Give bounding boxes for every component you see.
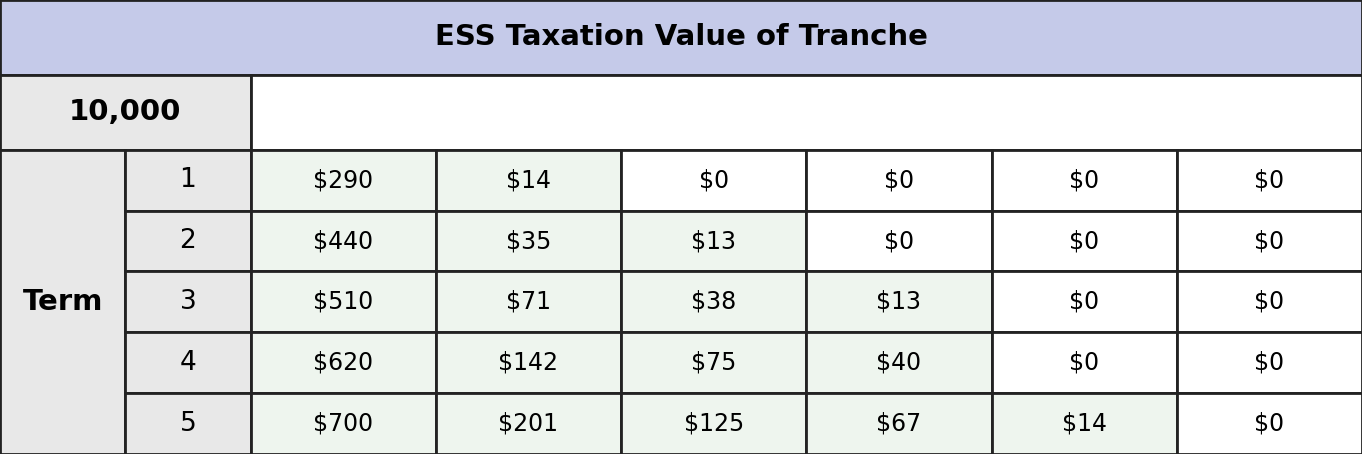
Text: $201: $201 xyxy=(498,412,558,435)
Bar xyxy=(992,332,1177,393)
Text: $510: $510 xyxy=(313,290,373,314)
Bar xyxy=(436,271,621,332)
Text: 2: 2 xyxy=(180,228,196,254)
Bar xyxy=(125,332,251,393)
Bar xyxy=(251,332,436,393)
Bar xyxy=(436,393,621,454)
Text: $0: $0 xyxy=(699,168,729,192)
Text: $0: $0 xyxy=(1254,229,1284,253)
Text: 3: 3 xyxy=(180,289,196,315)
Text: $38: $38 xyxy=(691,290,737,314)
Bar xyxy=(0,75,251,150)
Text: $290: $290 xyxy=(313,168,373,192)
Text: $75: $75 xyxy=(691,351,737,375)
Text: $0: $0 xyxy=(1254,351,1284,375)
Text: $35: $35 xyxy=(505,229,552,253)
Text: $0: $0 xyxy=(1254,168,1284,192)
Bar xyxy=(992,211,1177,271)
Bar xyxy=(1177,211,1362,271)
Bar xyxy=(621,150,806,211)
Text: $0: $0 xyxy=(1069,168,1099,192)
Bar xyxy=(125,211,251,271)
Text: $40: $40 xyxy=(876,351,922,375)
Text: 1: 1 xyxy=(180,167,196,193)
Bar xyxy=(992,393,1177,454)
Text: $142: $142 xyxy=(498,351,558,375)
Bar xyxy=(806,211,992,271)
Text: $0: $0 xyxy=(1069,351,1099,375)
Text: 4: 4 xyxy=(180,350,196,376)
Bar xyxy=(992,150,1177,211)
Bar xyxy=(1177,271,1362,332)
Bar xyxy=(251,211,436,271)
Text: ESS Taxation Value of Tranche: ESS Taxation Value of Tranche xyxy=(434,24,928,51)
Text: 10,000: 10,000 xyxy=(69,99,181,126)
Text: $0: $0 xyxy=(884,168,914,192)
Bar xyxy=(621,271,806,332)
Bar xyxy=(436,150,621,211)
Text: $14: $14 xyxy=(505,168,552,192)
Bar xyxy=(806,332,992,393)
Text: $13: $13 xyxy=(691,229,737,253)
Text: Term: Term xyxy=(22,288,104,316)
Bar xyxy=(992,271,1177,332)
Text: $67: $67 xyxy=(876,412,922,435)
Text: 5: 5 xyxy=(180,410,196,437)
Bar xyxy=(125,271,251,332)
Text: $71: $71 xyxy=(505,290,552,314)
Bar xyxy=(806,150,992,211)
Text: $700: $700 xyxy=(313,412,373,435)
Text: $0: $0 xyxy=(884,229,914,253)
Bar xyxy=(436,211,621,271)
Bar xyxy=(0,0,1362,75)
Text: $620: $620 xyxy=(313,351,373,375)
Bar xyxy=(1177,332,1362,393)
Bar xyxy=(621,332,806,393)
Bar xyxy=(125,393,251,454)
Bar xyxy=(806,393,992,454)
Text: $440: $440 xyxy=(313,229,373,253)
Bar xyxy=(436,332,621,393)
Bar xyxy=(1177,150,1362,211)
Bar xyxy=(621,211,806,271)
Text: $125: $125 xyxy=(684,412,744,435)
Bar xyxy=(1177,393,1362,454)
Bar xyxy=(0,150,125,454)
Bar xyxy=(621,393,806,454)
Text: $0: $0 xyxy=(1254,290,1284,314)
Bar xyxy=(251,271,436,332)
Bar xyxy=(125,150,251,211)
Text: $0: $0 xyxy=(1254,412,1284,435)
Bar xyxy=(806,271,992,332)
Text: $14: $14 xyxy=(1061,412,1107,435)
Bar xyxy=(251,393,436,454)
Text: $13: $13 xyxy=(876,290,922,314)
Text: $0: $0 xyxy=(1069,229,1099,253)
Bar xyxy=(251,75,1362,150)
Bar xyxy=(251,150,436,211)
Text: $0: $0 xyxy=(1069,290,1099,314)
